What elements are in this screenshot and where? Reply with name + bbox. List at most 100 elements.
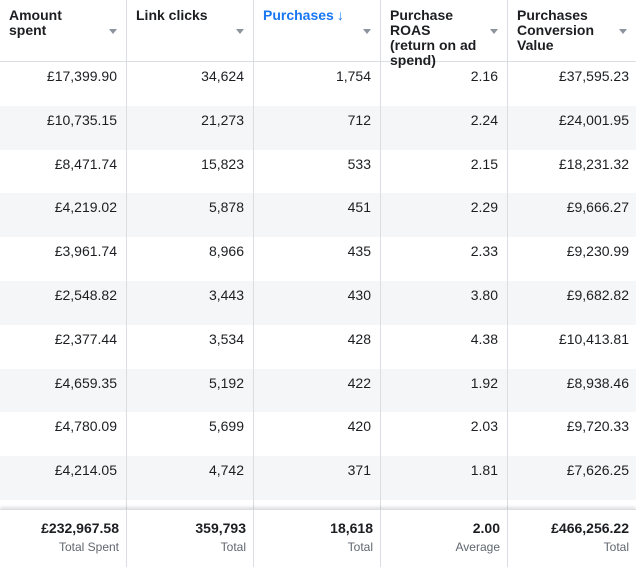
- table-cell: 371: [254, 456, 381, 500]
- table-cell: 4.38: [381, 324, 508, 369]
- table-cell: 533: [254, 149, 381, 194]
- table-cell: 8,966: [127, 237, 254, 281]
- table-row: £4,780.09 5,699 420 2.03 £9,720.33: [0, 412, 636, 457]
- footer-label: Total: [603, 540, 629, 554]
- column-header[interactable]: Link clicks: [127, 0, 254, 68]
- column-header[interactable]: Purchases ↓: [254, 0, 381, 68]
- table-cell: 5,878: [127, 193, 254, 238]
- table-cell: 3,443: [127, 280, 254, 325]
- table-cell: 5,192: [127, 368, 254, 413]
- dropdown-caret[interactable]: [619, 29, 627, 34]
- footer-row: £232,967.58 Total Spent 359,793 Total 18,618…: [0, 509, 636, 567]
- table-cell: £37,595.23: [558, 68, 629, 84]
- table-cell: 451: [254, 193, 381, 238]
- footer-cell: 2.00 Average: [381, 510, 508, 567]
- table-cell: £24,001.95: [558, 111, 629, 128]
- table-row: £8,471.74 15,823 533 2.15 £18,231.32: [0, 149, 636, 194]
- footer-label: Average: [455, 540, 500, 554]
- table-cell: 428: [254, 324, 381, 369]
- table-cell: 422: [254, 368, 381, 413]
- dropdown-caret[interactable]: [363, 29, 371, 34]
- table-cell: 3.80: [381, 280, 508, 325]
- table-cell: 2.16: [381, 62, 508, 106]
- table-cell: £9,720.33: [566, 418, 629, 435]
- dropdown-caret[interactable]: [236, 29, 244, 34]
- table-row: £10,735.15 21,273 712 2.24 £24,001.95: [0, 105, 636, 150]
- table-cell: £10,413.81: [558, 330, 629, 347]
- header-label: Purchases: [263, 7, 334, 23]
- table-cell: 2.33: [381, 237, 508, 281]
- footer-value: 359,793: [195, 520, 246, 536]
- column-header[interactable]: Purchases Conversion Value: [508, 0, 636, 68]
- table-body: £17,399.90 34,624 1,754 2.16 £37,595.23 £10,7…: [0, 62, 636, 510]
- header-label: Purchases Conversion Value: [517, 7, 595, 53]
- table-cell: 420: [254, 412, 381, 457]
- table-row: £4,219.02 5,878 451 2.29 £9,666.27: [0, 193, 636, 238]
- table-cell: £4,214.05: [0, 456, 127, 500]
- table-cell: £8,938.46: [566, 374, 629, 391]
- table-cell: 435: [254, 237, 381, 281]
- table-cell: £17,399.90: [0, 62, 127, 106]
- column-header[interactable]: Amount spent: [0, 0, 127, 68]
- table-cell: 1.81: [381, 456, 508, 500]
- table-cell: £4,219.02: [0, 193, 127, 238]
- table-cell: 2.29: [381, 193, 508, 238]
- table-cell: 2.33: [381, 499, 508, 510]
- table-cell: 34,624: [127, 62, 254, 106]
- header-label: Link clicks: [136, 7, 208, 23]
- table-cell: 2.24: [381, 105, 508, 150]
- table-cell: £7,626.25: [566, 462, 629, 479]
- footer-value: 2.00: [472, 520, 500, 536]
- column-header[interactable]: Purchase ROAS (return on ad spend): [381, 0, 508, 68]
- table-cell: £4,485.63: [0, 499, 127, 510]
- table-cell: £10,735.15: [0, 105, 127, 150]
- dropdown-caret[interactable]: [490, 29, 498, 34]
- table-cell: 15,823: [127, 149, 254, 194]
- footer-label: Total Spent: [58, 540, 119, 554]
- header-label: Amount spent: [9, 7, 62, 38]
- footer-cell: £232,967.58 Total Spent: [0, 510, 127, 567]
- table-cell: £2,377.44: [0, 324, 127, 369]
- footer-label: Total: [347, 540, 373, 554]
- table-row: £4,659.35 5,192 422 1.92 £8,938.46: [0, 368, 636, 413]
- footer-cell: 18,618 Total: [254, 510, 381, 567]
- table-row: £2,377.44 3,534 428 4.38 £10,413.81: [0, 324, 636, 369]
- footer-value: 18,618: [330, 520, 373, 536]
- table-cell: £9,682.82: [566, 286, 629, 303]
- footer-cell: 359,793 Total: [127, 510, 254, 567]
- table-cell: 712: [254, 105, 381, 150]
- table-cell: 1,754: [254, 62, 381, 106]
- footer-value: £232,967.58: [41, 520, 119, 536]
- table-cell: £4,659.35: [0, 368, 127, 413]
- table-cell: 6,884: [127, 499, 254, 510]
- table-cell: £9,230.99: [566, 243, 629, 260]
- table-cell: £4,780.09: [0, 412, 127, 457]
- table-cell: £9,666.27: [566, 199, 629, 216]
- dropdown-caret[interactable]: [109, 29, 117, 34]
- table-cell: 3,534: [127, 324, 254, 369]
- table-cell: £8,471.74: [0, 149, 127, 194]
- table-cell: 5,699: [127, 412, 254, 457]
- table-cell: 430: [254, 280, 381, 325]
- footer-value: £466,256.22: [551, 520, 629, 536]
- table-cell: £2,548.82: [0, 280, 127, 325]
- table-cell: 2.15: [381, 149, 508, 194]
- table-cell: 1.92: [381, 368, 508, 413]
- table-row: £17,399.90 34,624 1,754 2.16 £37,595.23: [0, 62, 636, 106]
- header-row: Amount spent Link clicks Purchases ↓ Purchas…: [0, 0, 636, 68]
- table-cell: 21,273: [127, 105, 254, 150]
- table-row: £2,548.82 3,443 430 3.80 £9,682.82: [0, 280, 636, 325]
- header-label: Purchase ROAS (return on ad spend): [390, 7, 477, 68]
- table-cell: £3,961.74: [0, 237, 127, 281]
- table-row: £4,214.05 4,742 371 1.81 £7,626.25: [0, 456, 636, 500]
- table-cell: 367: [254, 499, 381, 510]
- table-row: £4,485.636,8843672.33£10,447.62: [0, 499, 636, 510]
- table-cell: £10,447.62: [508, 500, 636, 510]
- table-row: £3,961.74 8,966 435 2.33 £9,230.99: [0, 237, 636, 281]
- footer-label: Total: [220, 540, 246, 554]
- footer-cell: £466,256.22 Total: [508, 510, 636, 567]
- table-cell: 2.03: [381, 412, 508, 457]
- sort-indicator: ↓: [336, 7, 344, 23]
- table-cell: £18,231.32: [558, 155, 629, 172]
